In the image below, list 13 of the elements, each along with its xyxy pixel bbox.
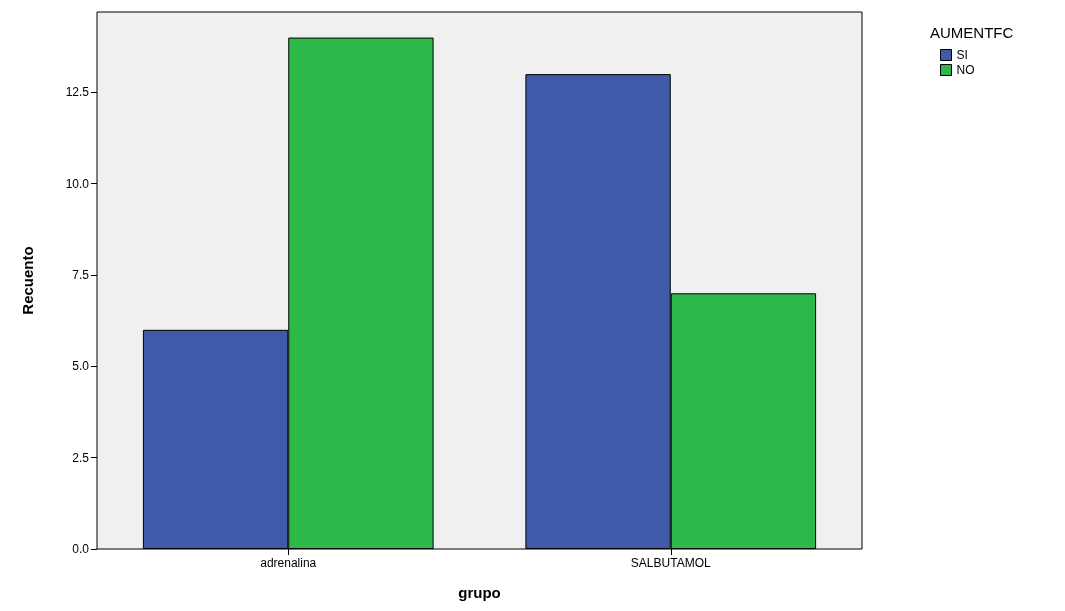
y-tick-label: 2.5	[72, 450, 90, 465]
y-tick-label: 12.5	[65, 85, 90, 100]
legend-label: NO	[956, 63, 975, 77]
y-tick-label: 0.0	[72, 542, 90, 556]
y-tick-label: 10.0	[65, 176, 90, 191]
x-tick-label: adrenalina	[260, 556, 317, 570]
y-axis-title: Recuento	[19, 246, 36, 315]
y-tick-label: 5.0	[72, 359, 90, 374]
x-tick-label: SALBUTAMOL	[630, 556, 711, 570]
y-tick-label: 7.5	[72, 268, 90, 283]
legend-title: AUMENTFC	[930, 24, 1014, 41]
x-axis-title: grupo	[458, 584, 501, 601]
legend-label: SI	[956, 48, 968, 62]
